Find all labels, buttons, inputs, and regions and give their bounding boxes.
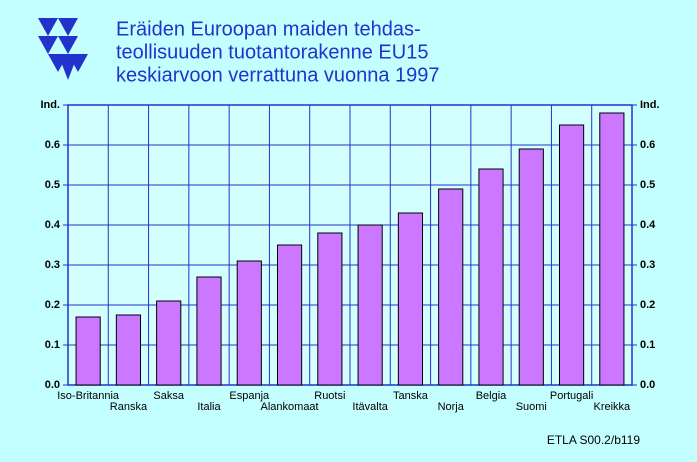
bar xyxy=(196,276,222,386)
chart-title: keskiarvoon verrattuna vuonna 1997 xyxy=(116,64,440,86)
bar xyxy=(236,260,262,386)
y-tick-label: 0.2 xyxy=(45,299,60,311)
y-tick-label: 0.1 xyxy=(45,339,60,351)
x-tick-label: Portugali xyxy=(550,390,593,402)
chart-title: teollisuuden tuotantorakenne EU15 xyxy=(116,41,428,63)
x-tick-label: Itävalta xyxy=(352,401,388,413)
bar xyxy=(156,300,182,386)
x-tick-label: Alankomaat xyxy=(261,401,319,413)
y2-tick-label: 0.6 xyxy=(640,139,655,151)
y-tick-label: 0.3 xyxy=(45,259,60,271)
y2-tick-label: Ind. xyxy=(640,99,660,111)
x-tick-label: Saksa xyxy=(153,390,184,402)
x-tick-label: Iso-Britannia xyxy=(57,390,120,402)
x-tick-label: Ruotsi xyxy=(314,390,345,402)
y2-tick-label: 0.2 xyxy=(640,299,655,311)
bar xyxy=(317,232,343,386)
bar xyxy=(438,188,464,386)
x-tick-label: Norja xyxy=(438,401,465,413)
y2-tick-label: 0.1 xyxy=(640,339,655,351)
bar xyxy=(558,124,585,386)
logo xyxy=(38,18,88,80)
chart-title: Eräiden Euroopan maiden tehdas- xyxy=(116,18,421,40)
y2-tick-label: 0.5 xyxy=(640,179,655,191)
bar xyxy=(397,212,424,386)
x-tick-label: Ranska xyxy=(110,401,148,413)
y-tick-label: 0.0 xyxy=(45,379,60,391)
bar xyxy=(75,316,101,386)
bar xyxy=(115,314,142,386)
bar xyxy=(357,224,383,386)
bar xyxy=(276,244,303,386)
y-tick-label: 0.6 xyxy=(45,139,60,151)
y-tick-label: 0.5 xyxy=(45,179,60,191)
y2-tick-label: 0.0 xyxy=(640,379,655,391)
bar xyxy=(478,168,504,386)
source-note: ETLA S00.2/b119 xyxy=(547,433,641,447)
x-tick-label: Tanska xyxy=(393,390,429,402)
y2-tick-label: 0.3 xyxy=(640,259,655,271)
y-tick-label: Ind. xyxy=(40,99,60,111)
x-tick-label: Espanja xyxy=(229,390,270,402)
x-tick-label: Suomi xyxy=(516,401,547,413)
plot-frame xyxy=(67,104,633,386)
x-tick-label: Kreikka xyxy=(594,401,632,413)
x-tick-label: Belgia xyxy=(476,390,507,402)
y-tick-label: 0.4 xyxy=(45,219,61,231)
bar xyxy=(518,148,544,386)
bar xyxy=(599,112,625,386)
x-tick-label: Italia xyxy=(197,401,221,413)
y2-tick-label: 0.4 xyxy=(640,219,656,231)
